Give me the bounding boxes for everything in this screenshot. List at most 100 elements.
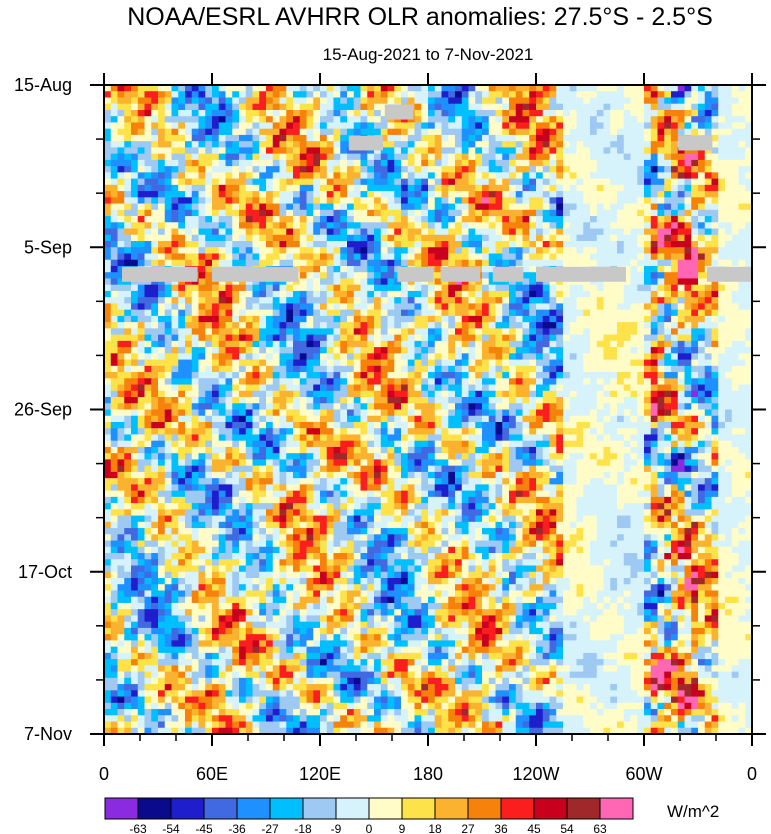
heatmap-cell xyxy=(313,290,321,298)
heatmap-cell xyxy=(434,390,443,398)
heatmap-cell xyxy=(394,222,402,230)
heatmap-cell xyxy=(306,403,314,411)
heatmap-cell xyxy=(556,390,564,398)
heatmap-cell xyxy=(131,315,139,323)
heatmap-cell xyxy=(266,134,274,142)
heatmap-cell xyxy=(407,178,416,186)
heatmap-cell xyxy=(671,297,679,305)
heatmap-cell xyxy=(603,347,611,354)
heatmap-cell xyxy=(299,265,308,273)
heatmap-cell xyxy=(252,290,260,298)
heatmap-cell xyxy=(387,322,395,329)
heatmap-cell xyxy=(320,85,328,92)
heatmap-cell xyxy=(394,340,402,348)
heatmap-cell xyxy=(542,347,551,354)
heatmap-cell xyxy=(455,372,463,379)
heatmap-cell xyxy=(596,153,605,161)
heatmap-cell xyxy=(725,203,733,211)
heatmap-cell xyxy=(185,290,193,298)
heatmap-cell xyxy=(698,147,706,155)
heatmap-cell xyxy=(488,315,497,323)
heatmap-cell xyxy=(711,91,719,99)
heatmap-cell xyxy=(299,209,308,217)
heatmap-cell xyxy=(630,109,638,117)
heatmap-cell xyxy=(299,178,308,186)
heatmap-cell xyxy=(522,128,530,136)
heatmap-cell xyxy=(137,297,146,305)
heatmap-cell xyxy=(380,353,389,361)
heatmap-cell xyxy=(259,122,267,130)
heatmap-cell xyxy=(380,384,389,392)
heatmap-cell xyxy=(401,397,409,404)
heatmap-cell xyxy=(151,153,159,161)
heatmap-cell xyxy=(603,322,611,329)
heatmap-cell xyxy=(266,290,274,298)
heatmap-cell xyxy=(684,303,692,311)
heatmap-cell xyxy=(313,166,321,173)
heatmap-cell xyxy=(232,340,240,348)
heatmap-cell xyxy=(212,322,220,329)
heatmap-cell xyxy=(603,390,611,398)
heatmap-cell xyxy=(252,172,260,180)
heatmap-cell xyxy=(576,209,584,217)
heatmap-cell xyxy=(266,322,274,329)
heatmap-cell xyxy=(320,228,328,236)
heatmap-cell xyxy=(515,97,524,105)
heatmap-cell xyxy=(394,141,402,148)
heatmap-cell xyxy=(644,353,652,361)
heatmap-cell xyxy=(171,184,179,192)
heatmap-cell xyxy=(522,297,530,305)
heatmap-cell xyxy=(657,85,665,92)
heatmap-cell xyxy=(731,247,740,255)
heatmap-cell xyxy=(421,284,429,292)
heatmap-cell xyxy=(529,340,537,348)
heatmap-cell xyxy=(745,134,752,142)
heatmap-cell xyxy=(684,153,692,161)
heatmap-cell xyxy=(536,309,544,317)
heatmap-cell xyxy=(374,253,382,261)
heatmap-cell xyxy=(650,91,659,99)
heatmap-cell xyxy=(232,278,240,286)
heatmap-cell xyxy=(320,365,328,373)
heatmap-cell xyxy=(245,247,254,255)
heatmap-cell xyxy=(353,222,362,230)
heatmap-cell xyxy=(171,359,179,367)
heatmap-cell xyxy=(677,103,686,111)
heatmap-cell xyxy=(468,309,476,317)
heatmap-cell xyxy=(428,372,436,379)
heatmap-cell xyxy=(475,197,483,205)
heatmap-cell xyxy=(421,290,429,298)
heatmap-cell xyxy=(367,203,375,211)
heatmap-cell xyxy=(205,390,213,398)
heatmap-cell xyxy=(326,228,335,236)
heatmap-cell xyxy=(536,128,544,136)
heatmap-cell xyxy=(704,259,713,267)
heatmap-cell xyxy=(131,147,139,155)
heatmap-cell xyxy=(509,159,517,167)
heatmap-cell xyxy=(198,247,206,255)
heatmap-cell xyxy=(225,228,233,236)
heatmap-cell xyxy=(475,172,483,180)
heatmap-cell xyxy=(596,134,605,142)
heatmap-cell xyxy=(131,253,139,261)
heatmap-cell xyxy=(340,197,348,205)
heatmap-cell xyxy=(320,103,328,111)
heatmap-cell xyxy=(124,85,132,92)
heatmap-cell xyxy=(374,259,382,267)
heatmap-cell xyxy=(677,384,686,392)
heatmap-cell xyxy=(509,365,517,373)
heatmap-cell xyxy=(448,334,456,342)
heatmap-cell xyxy=(603,359,611,367)
heatmap-cell xyxy=(657,134,665,142)
heatmap-cell xyxy=(299,259,308,267)
heatmap-cell xyxy=(171,128,179,136)
heatmap-cell xyxy=(198,172,206,180)
heatmap-cell xyxy=(691,222,699,230)
heatmap-cell xyxy=(488,172,497,180)
heatmap-cell xyxy=(596,278,605,286)
heatmap-cell xyxy=(475,328,483,336)
heatmap-cell xyxy=(158,340,166,348)
heatmap-cell xyxy=(509,166,517,173)
heatmap-cell xyxy=(259,216,267,223)
heatmap-cell xyxy=(185,372,193,379)
